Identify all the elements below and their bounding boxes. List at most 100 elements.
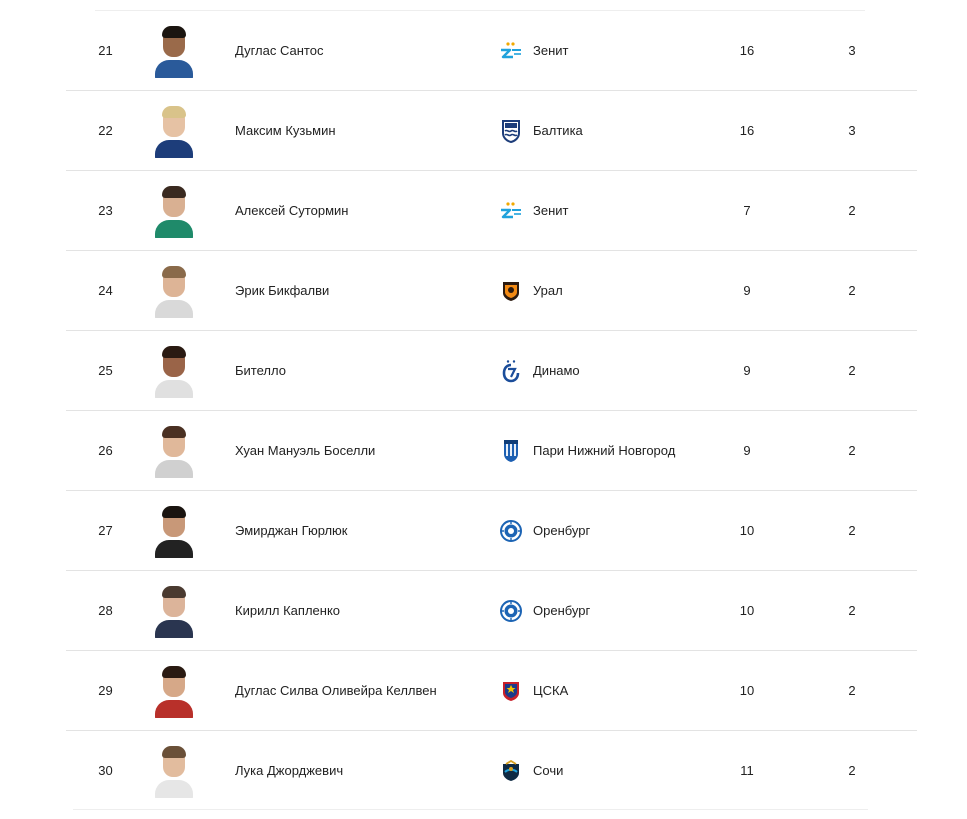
club-name-link[interactable]: Зенит: [533, 43, 569, 58]
club-cell: Пари Нижний Новгород: [499, 411, 759, 490]
club-name-link[interactable]: Урал: [533, 283, 563, 298]
player-photo-hair: [162, 585, 186, 598]
player-photo[interactable]: [154, 424, 194, 478]
player-photo-shirt: [155, 139, 193, 158]
table-top-divider: [95, 10, 865, 11]
name-cell: Хуан Мануэль Боселли: [235, 411, 495, 490]
games-cell: 9: [722, 251, 772, 330]
table-bottom-divider: [73, 809, 868, 810]
player-photo[interactable]: [154, 664, 194, 718]
photo-cell: [152, 571, 196, 650]
club-name-link[interactable]: Оренбург: [533, 603, 591, 618]
player-name-link[interactable]: Хуан Мануэль Боселли: [235, 443, 376, 458]
goals-value: 3: [848, 43, 856, 58]
games-value: 9: [743, 283, 751, 298]
rank-value: 23: [98, 203, 113, 218]
player-photo-hair: [162, 665, 186, 678]
games-cell: 10: [722, 491, 772, 570]
games-value: 9: [743, 363, 751, 378]
goals-cell: 2: [827, 411, 877, 490]
games-cell: 10: [722, 571, 772, 650]
games-value: 11: [740, 763, 754, 778]
club-name-link[interactable]: ЦСКА: [533, 683, 569, 698]
table-row[interactable]: 24 Эрик Бикфалви Урал 9 2: [66, 251, 917, 331]
club-name-link[interactable]: Динамо: [533, 363, 580, 378]
club-cell: Балтика: [499, 91, 759, 170]
player-name-link[interactable]: Дуглас Сантос: [235, 43, 324, 58]
player-photo[interactable]: [154, 744, 194, 798]
games-value: 10: [739, 683, 755, 698]
table-row[interactable]: 29 Дуглас Силва Оливейра Келлвен ЦСКА 10…: [66, 651, 917, 731]
rank-cell: 22: [66, 91, 145, 170]
goals-cell: 2: [827, 171, 877, 250]
player-name-link[interactable]: Эмирджан Гюрлюк: [235, 523, 348, 538]
club-name-link[interactable]: Зенит: [533, 203, 569, 218]
table-row[interactable]: 27 Эмирджан Гюрлюк Оренбург 10 2: [66, 491, 917, 571]
player-name-link[interactable]: Кирилл Капленко: [235, 603, 341, 618]
name-cell: Максим Кузьмин: [235, 91, 495, 170]
name-cell: Эмирджан Гюрлюк: [235, 491, 495, 570]
player-photo[interactable]: [154, 504, 194, 558]
player-photo[interactable]: [154, 584, 194, 638]
games-value: 7: [743, 203, 751, 218]
club-cell: Зенит: [499, 171, 759, 250]
club-cell: Оренбург: [499, 491, 759, 570]
table-row[interactable]: 21 Дуглас Сантос Зенит 16 3: [66, 11, 917, 91]
club-cell: Динамо: [499, 331, 759, 410]
player-name-link[interactable]: Эрик Бикфалви: [235, 283, 330, 298]
club-name-link[interactable]: Сочи: [533, 763, 564, 778]
baltika-icon: [499, 119, 523, 143]
zenit-icon: [499, 39, 523, 63]
player-photo[interactable]: [154, 264, 194, 318]
player-photo[interactable]: [154, 104, 194, 158]
player-photo[interactable]: [154, 184, 194, 238]
club-name-link[interactable]: Пари Нижний Новгород: [533, 443, 676, 458]
table-row[interactable]: 28 Кирилл Капленко Оренбург 10 2: [66, 571, 917, 651]
rank-cell: 25: [66, 331, 145, 410]
table-row[interactable]: 22 Максим Кузьмин Балтика 16 3: [66, 91, 917, 171]
name-cell: Бителло: [235, 331, 495, 410]
photo-cell: [152, 331, 196, 410]
goals-value: 2: [848, 683, 856, 698]
player-name-link[interactable]: Дуглас Силва Оливейра Келлвен: [235, 683, 437, 698]
player-photo-hair: [162, 265, 186, 278]
table-row[interactable]: 23 Алексей Сутормин Зенит 7 2: [66, 171, 917, 251]
player-photo-shirt: [155, 459, 193, 478]
goals-cell: 2: [827, 571, 877, 650]
player-photo-hair: [162, 25, 186, 38]
player-photo[interactable]: [154, 344, 194, 398]
player-photo-shirt: [155, 59, 193, 78]
table-row[interactable]: 25 Бителло Динамо 9 2: [66, 331, 917, 411]
games-cell: 9: [722, 331, 772, 410]
player-photo-hair: [162, 425, 186, 438]
games-value: 16: [739, 43, 755, 58]
player-photo-shirt: [155, 699, 193, 718]
club-name-link[interactable]: Балтика: [533, 123, 583, 138]
goals-value: 2: [848, 283, 856, 298]
player-photo-hair: [162, 505, 186, 518]
goals-value: 3: [848, 123, 856, 138]
player-photo[interactable]: [154, 24, 194, 78]
table-row[interactable]: 26 Хуан Мануэль Боселли Пари Нижний Новг…: [66, 411, 917, 491]
games-cell: 16: [722, 11, 772, 90]
club-name-link[interactable]: Оренбург: [533, 523, 591, 538]
name-cell: Эрик Бикфалви: [235, 251, 495, 330]
photo-cell: [152, 491, 196, 570]
table-row[interactable]: 30 Лука Джорджевич Сочи 11 2: [66, 731, 917, 810]
nn-icon: [499, 439, 523, 463]
player-name-link[interactable]: Максим Кузьмин: [235, 123, 336, 138]
goals-cell: 3: [827, 91, 877, 170]
games-cell: 10: [722, 651, 772, 730]
dynamo-icon: [499, 359, 523, 383]
player-name-link[interactable]: Бителло: [235, 363, 286, 378]
goals-value: 2: [848, 763, 856, 778]
player-name-link[interactable]: Лука Джорджевич: [235, 763, 344, 778]
ural-icon: [499, 279, 523, 303]
goals-cell: 2: [827, 651, 877, 730]
goals-value: 2: [848, 203, 856, 218]
goals-cell: 2: [827, 491, 877, 570]
goals-cell: 3: [827, 11, 877, 90]
player-name-link[interactable]: Алексей Сутормин: [235, 203, 349, 218]
photo-cell: [152, 731, 196, 810]
photo-cell: [152, 251, 196, 330]
